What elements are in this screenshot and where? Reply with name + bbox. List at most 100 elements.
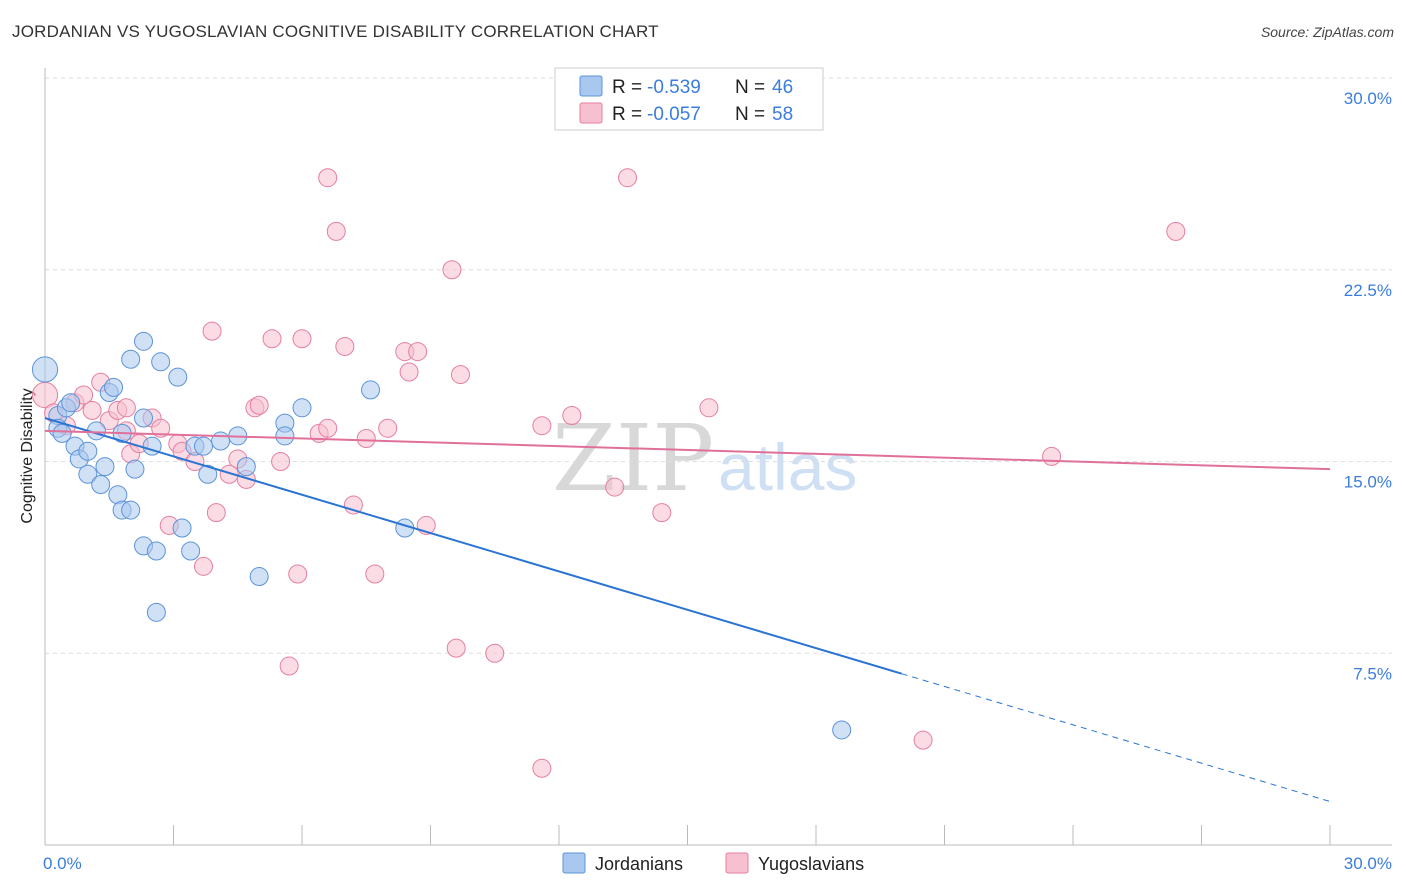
legend-swatch-yugoslavians: [579, 102, 603, 124]
jordanians-point-39[interactable]: [275, 426, 295, 446]
jordanians-point-32[interactable]: [193, 436, 213, 456]
jordanians-point-21[interactable]: [134, 331, 154, 351]
jordanians-point-19[interactable]: [121, 500, 141, 520]
y-tick-labels: 7.5% 15.0% 22.5% 30.0%: [1344, 89, 1392, 683]
jordanians-point-30[interactable]: [181, 541, 201, 561]
jordanians-point-29[interactable]: [172, 518, 192, 538]
legend-n-label-yugoslavians: N =: [735, 104, 765, 125]
y-tick-label-1: 15.0%: [1344, 473, 1392, 492]
yugoslavians-point-27[interactable]: [262, 329, 282, 349]
bottom-legend-label-yugoslavians[interactable]: Yugoslavians: [758, 854, 864, 874]
x-tick-label-max: 30.0%: [1344, 854, 1392, 873]
yugoslavians-point-55[interactable]: [699, 398, 719, 418]
yugoslavians-points: [31, 168, 1186, 778]
jordanians-point-20[interactable]: [125, 459, 145, 479]
jordanians-point-36[interactable]: [236, 457, 256, 477]
yugoslavians-point-42[interactable]: [399, 362, 419, 382]
yugoslavians-point-22[interactable]: [219, 464, 239, 484]
yugoslavians-point-30[interactable]: [288, 564, 308, 584]
yugoslavians-point-36[interactable]: [335, 336, 355, 356]
jordanians-point-37[interactable]: [249, 567, 269, 587]
legend-r-label-yugoslavians: R =: [612, 104, 642, 125]
jordanians-point-0[interactable]: [31, 356, 59, 383]
jordanians-point-3[interactable]: [61, 393, 81, 413]
yugoslavians-point-20[interactable]: [202, 321, 222, 341]
jordanians-point-34[interactable]: [211, 431, 231, 451]
gridlines: [45, 77, 1392, 654]
yugoslavians-point-57[interactable]: [1042, 446, 1062, 466]
jordanians-trend-line: [44, 417, 902, 675]
legend-n-value-yugoslavians: 58: [772, 104, 793, 125]
legend-n-value-jordanians: 46: [772, 77, 793, 98]
yugoslavians-point-48[interactable]: [485, 643, 505, 663]
yugoslavians-point-14[interactable]: [151, 418, 171, 438]
yugoslavians-point-56[interactable]: [913, 730, 933, 750]
jordanians-point-28[interactable]: [168, 367, 188, 387]
jordanians-trend-extension: [901, 673, 1331, 803]
yugoslavians-point-39[interactable]: [365, 564, 385, 584]
watermark-atlas: atlas: [718, 430, 857, 504]
jordanians-point-14[interactable]: [104, 377, 124, 397]
chart-title: JORDANIAN VS YUGOSLAVIAN COGNITIVE DISAB…: [12, 22, 659, 41]
source-credit: Source: ZipAtlas.com: [1260, 24, 1394, 40]
y-tick-label-2: 22.5%: [1344, 281, 1392, 300]
jordanians-point-8[interactable]: [78, 441, 98, 461]
y-tick-label-3: 30.0%: [1344, 89, 1392, 108]
yugoslavians-point-28[interactable]: [271, 452, 291, 471]
stats-legend: R = -0.539 N = 46 R = -0.057 N = 58: [554, 67, 824, 131]
x-tick-label-min: 0.0%: [43, 854, 82, 873]
yugoslavians-point-45[interactable]: [442, 260, 462, 280]
yugoslavians-point-58[interactable]: [1166, 221, 1186, 241]
legend-r-value-jordanians: -0.539: [647, 77, 701, 98]
yugoslavians-point-53[interactable]: [618, 168, 638, 188]
jordanians-point-11[interactable]: [91, 475, 111, 495]
yugoslavians-point-50[interactable]: [532, 416, 552, 436]
bottom-legend-swatch-jordanians[interactable]: [562, 852, 586, 874]
jordanians-point-40[interactable]: [292, 398, 312, 418]
jordanians-point-43[interactable]: [832, 720, 852, 740]
yugoslavians-trend-line: [44, 429, 1331, 471]
jordanians-point-41[interactable]: [361, 380, 381, 400]
trend-lines: [44, 417, 1331, 803]
x-ticks: [44, 825, 1331, 845]
yugoslavians-point-46[interactable]: [446, 638, 466, 658]
jordanians-point-25[interactable]: [146, 541, 166, 561]
yugoslavians-point-19[interactable]: [193, 556, 213, 576]
jordanians-point-27[interactable]: [151, 352, 171, 372]
series-legend: Jordanians Yugoslavians: [562, 852, 864, 874]
yugoslavians-point-40[interactable]: [378, 418, 398, 438]
jordanians-point-12[interactable]: [95, 457, 115, 477]
jordanians-point-18[interactable]: [121, 349, 141, 369]
yugoslavians-point-49[interactable]: [532, 758, 552, 778]
yugoslavians-point-52[interactable]: [605, 477, 625, 497]
yugoslavians-point-33[interactable]: [318, 418, 338, 438]
jordanians-point-5[interactable]: [52, 423, 72, 443]
yugoslavians-point-51[interactable]: [562, 405, 582, 425]
yugoslavians-point-43[interactable]: [408, 342, 428, 362]
yugoslavians-point-31[interactable]: [292, 329, 312, 349]
yugoslavians-point-38[interactable]: [356, 428, 376, 448]
yugoslavians-point-5[interactable]: [82, 400, 102, 420]
yugoslavians-point-10[interactable]: [116, 398, 136, 418]
yugoslavians-point-29[interactable]: [279, 656, 299, 676]
watermark-zip: ZIP: [552, 405, 714, 512]
axes: [44, 68, 1392, 846]
yugoslavians-point-21[interactable]: [206, 503, 226, 523]
jordanians-point-33[interactable]: [198, 464, 218, 484]
legend-r-value-yugoslavians: -0.057: [647, 104, 701, 125]
legend-n-label-jordanians: N =: [735, 77, 765, 98]
yugoslavians-point-47[interactable]: [450, 365, 470, 385]
legend-r-label-jordanians: R =: [612, 77, 642, 98]
jordanians-point-26[interactable]: [146, 602, 166, 622]
yugoslavians-point-54[interactable]: [652, 503, 672, 523]
y-tick-label-0: 7.5%: [1353, 664, 1392, 683]
yugoslavians-point-26[interactable]: [249, 395, 269, 415]
jordanians-point-10[interactable]: [78, 464, 98, 484]
yugoslavians-point-35[interactable]: [326, 221, 346, 241]
bottom-legend-label-jordanians[interactable]: Jordanians: [595, 854, 683, 874]
legend-swatch-jordanians: [579, 75, 603, 97]
jordanians-point-22[interactable]: [134, 408, 154, 428]
yugoslavians-point-34[interactable]: [318, 168, 338, 188]
bottom-legend-swatch-yugoslavians[interactable]: [725, 852, 749, 874]
